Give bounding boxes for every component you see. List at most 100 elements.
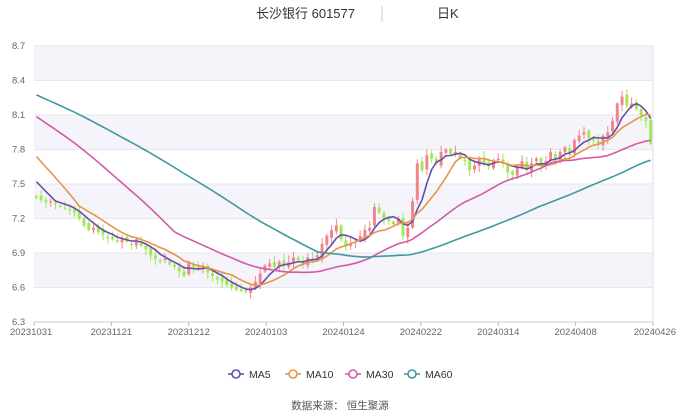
chart-title: 长沙银行 601577 xyxy=(256,6,355,21)
ma5-line xyxy=(35,102,652,291)
candle-body xyxy=(153,255,157,259)
candle-body xyxy=(496,158,500,160)
candle-body xyxy=(58,205,62,207)
legend-item-ma10[interactable]: MA10 xyxy=(285,369,334,381)
candle-body xyxy=(387,217,391,221)
data-source: 数据来源： 恒生聚源 xyxy=(291,399,389,412)
legend-item-ma60[interactable]: MA60 xyxy=(404,369,453,381)
candle-body xyxy=(634,102,638,110)
candle-body xyxy=(582,132,586,135)
candle-body xyxy=(568,147,572,156)
candle-body xyxy=(425,155,429,170)
candle-body xyxy=(401,218,405,236)
candle-body xyxy=(415,163,419,200)
legend-label: MA5 xyxy=(249,369,271,381)
candle-body xyxy=(296,257,300,260)
candle-body xyxy=(515,166,519,176)
candle-body xyxy=(182,271,186,276)
candle-body xyxy=(468,158,472,171)
y-tick-label: 7.8 xyxy=(12,145,25,156)
candle-body xyxy=(149,247,153,256)
x-axis: 20231031 20231121 20231212 20240103 20240124… xyxy=(10,46,676,338)
candle-body xyxy=(344,240,348,247)
candle-body xyxy=(325,235,329,245)
grid-band xyxy=(34,46,653,81)
y-tick-label: 7.2 xyxy=(12,214,25,225)
candle-body xyxy=(72,209,76,213)
candle-body xyxy=(644,117,648,121)
candle-body xyxy=(320,243,324,258)
x-tick-label: 20240124 xyxy=(322,327,364,338)
legend-marker xyxy=(231,369,241,379)
legend-label: MA10 xyxy=(306,369,334,381)
candle-body xyxy=(39,195,43,201)
grid-band xyxy=(34,184,653,219)
candle-body xyxy=(225,279,229,286)
candle-body xyxy=(458,153,462,159)
candle-body xyxy=(87,223,91,230)
candle-body xyxy=(430,153,434,159)
candle-body xyxy=(625,94,629,106)
candle-body xyxy=(101,230,105,235)
candle-body xyxy=(120,239,124,243)
legend-marker xyxy=(407,369,417,379)
candle-body xyxy=(192,264,195,267)
candle-body xyxy=(282,260,286,266)
candle-body xyxy=(492,161,495,169)
candle-body xyxy=(172,264,176,267)
candle-body xyxy=(563,147,567,153)
candle-body xyxy=(239,289,243,291)
legend-label: MA30 xyxy=(366,369,394,381)
candle-body xyxy=(130,243,134,245)
y-tick-label: 7.5 xyxy=(12,179,25,190)
x-tick-label: 20240408 xyxy=(554,327,596,338)
candle-body xyxy=(439,151,443,166)
candle-body xyxy=(315,255,319,258)
candle-body xyxy=(82,218,86,226)
y-tick-label: 8.1 xyxy=(12,110,25,121)
candle-body xyxy=(463,159,467,162)
candle-body xyxy=(420,161,424,171)
candle-body xyxy=(363,230,367,238)
candle-body xyxy=(211,273,215,276)
candle-body xyxy=(158,260,162,262)
candle-body xyxy=(349,243,353,246)
candle-body xyxy=(434,158,438,164)
candle-body xyxy=(406,227,410,238)
legend-item-ma5[interactable]: MA5 xyxy=(228,369,271,381)
candle-body xyxy=(587,130,591,138)
y-tick-label: 6.9 xyxy=(12,248,25,259)
candle-body xyxy=(472,165,476,170)
candle-body xyxy=(339,225,343,240)
y-tick-label: 6.3 xyxy=(12,317,25,328)
candle-body xyxy=(558,151,562,161)
candle-body xyxy=(111,236,115,240)
moving-average-lines xyxy=(35,94,652,291)
candle-body xyxy=(134,239,138,246)
candle-body xyxy=(115,240,119,242)
period-label: 日K xyxy=(437,6,459,21)
candle-body xyxy=(601,135,605,146)
candle-body xyxy=(44,199,48,203)
y-axis: 8.7 8.4 8.1 7.8 7.5 7.2 6.9 6.6 6.3 xyxy=(12,41,25,328)
candle-body xyxy=(549,151,553,160)
grid-band xyxy=(34,115,653,150)
candle-body xyxy=(411,201,415,228)
ma60-line xyxy=(36,94,651,258)
candle-body xyxy=(68,209,72,211)
candle-body xyxy=(639,109,643,115)
candle-body xyxy=(244,290,248,293)
x-tick-label: 20231121 xyxy=(91,327,133,338)
candle-body xyxy=(206,265,210,273)
candle-body xyxy=(506,165,510,173)
candle-body xyxy=(534,158,538,162)
candle-body xyxy=(615,103,619,122)
candle-body xyxy=(334,225,338,232)
legend-item-ma30[interactable]: MA30 xyxy=(345,369,394,381)
candle-body xyxy=(453,151,457,154)
y-tick-label: 8.7 xyxy=(12,41,25,52)
candle-body xyxy=(306,257,310,266)
candle-body xyxy=(196,264,200,270)
candle-body xyxy=(177,267,181,272)
